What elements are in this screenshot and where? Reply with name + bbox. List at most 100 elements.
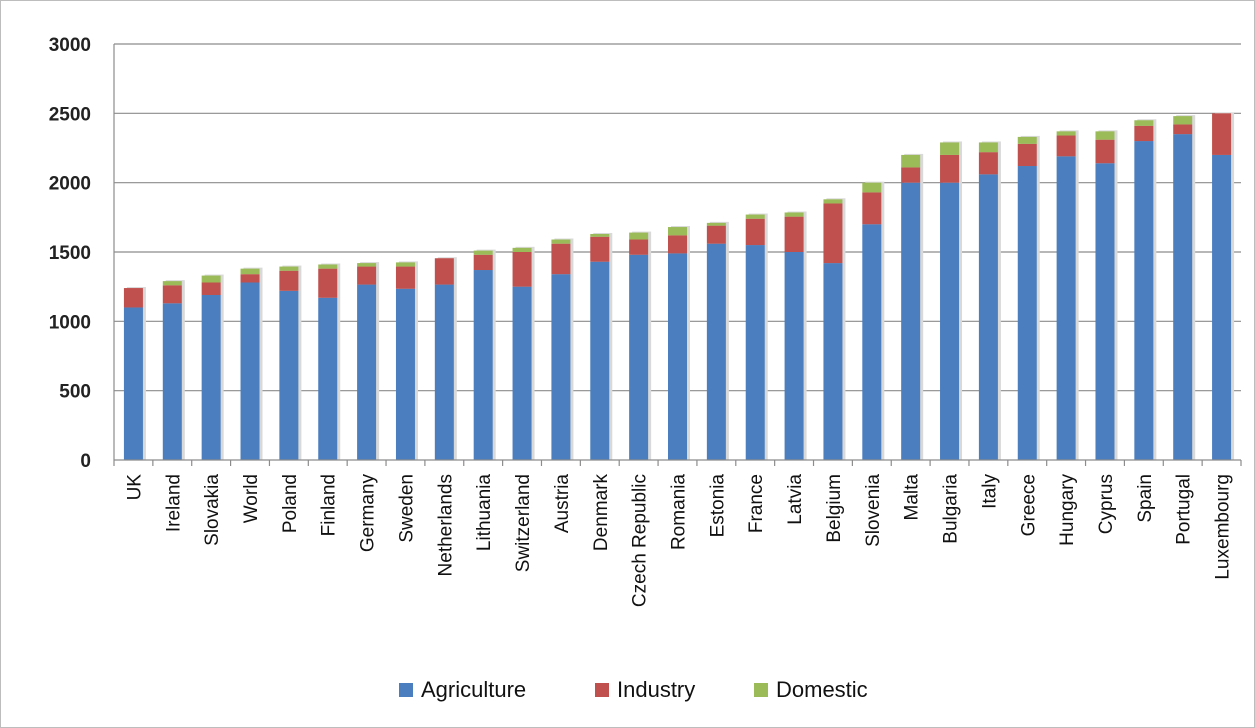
- legend-swatch: [754, 683, 768, 697]
- bar-segment-industry: [706, 225, 726, 244]
- bar-segment-agriculture: [162, 303, 182, 460]
- bar-segment-domestic: [823, 199, 843, 204]
- bar-segment-agriculture: [862, 224, 882, 460]
- x-category-label: Austria: [552, 474, 573, 534]
- bar-segment-domestic: [629, 232, 649, 240]
- legend-item-industry: Industry: [595, 677, 695, 702]
- bar-segment-domestic: [1017, 136, 1037, 144]
- bar-segment-agriculture: [978, 174, 998, 460]
- x-category-label: Slovakia: [202, 474, 223, 546]
- legend-swatch: [595, 683, 609, 697]
- bar-segment-industry: [1173, 124, 1193, 135]
- x-category-label: Switzerland: [513, 474, 534, 572]
- legend-item-agriculture: Agriculture: [399, 677, 526, 702]
- x-category-label: Hungary: [1057, 474, 1078, 546]
- bar-segment-industry: [629, 239, 649, 255]
- bar-segment-domestic: [590, 233, 610, 237]
- bar-segment-domestic: [240, 268, 260, 275]
- bars: [123, 112, 1235, 461]
- bar-segment-industry: [668, 235, 687, 254]
- bar-segment-agriculture: [551, 274, 571, 460]
- y-tick-label: 1000: [49, 312, 91, 333]
- bar-segment-industry: [318, 268, 338, 298]
- bar-segment-domestic: [279, 266, 299, 271]
- bar-segment-agriculture: [1173, 134, 1193, 460]
- x-category-label: Poland: [280, 474, 301, 533]
- bar-segment-domestic: [745, 214, 765, 219]
- bar-segment-agriculture: [1017, 166, 1037, 460]
- bar-segment-domestic: [1095, 131, 1115, 140]
- bar-segment-industry: [940, 154, 960, 183]
- x-category-label: Belgium: [824, 474, 845, 543]
- bar-segment-industry: [240, 274, 260, 283]
- x-category-label: Sweden: [396, 474, 417, 543]
- legend-label: Domestic: [776, 677, 868, 702]
- y-tick-label: 1500: [49, 243, 91, 264]
- bar-segment-agriculture: [395, 288, 415, 460]
- bar-segment-domestic: [473, 250, 493, 255]
- bar-segment-industry: [745, 218, 765, 246]
- bar-segment-industry: [162, 285, 182, 304]
- x-category-label: Latvia: [785, 474, 806, 525]
- x-category-label: Ireland: [163, 474, 184, 532]
- bar-segment-domestic: [1173, 116, 1193, 125]
- bar-segment-domestic: [1056, 131, 1076, 136]
- x-category-label: Denmark: [591, 474, 612, 552]
- bar-segment-industry: [279, 270, 299, 291]
- x-category-label: Luxembourg: [1213, 474, 1234, 580]
- x-category-label: Portugal: [1174, 474, 1195, 545]
- bar-segment-agriculture: [590, 261, 610, 460]
- bar-segment-agriculture: [1056, 156, 1076, 460]
- x-category-label: Estonia: [707, 474, 728, 538]
- bar-segment-industry: [1095, 139, 1115, 164]
- bar-segment-domestic: [512, 247, 532, 252]
- bar-segment-agriculture: [668, 253, 687, 460]
- bar-segment-agriculture: [784, 252, 804, 460]
- x-category-label: Netherlands: [435, 474, 456, 576]
- x-category-label: Slovenia: [863, 474, 884, 547]
- x-category-label: Germany: [358, 474, 379, 553]
- bar-segment-industry: [123, 288, 143, 308]
- legend: Agriculture Industry Domestic: [399, 677, 868, 702]
- bar-segment-domestic: [318, 264, 338, 269]
- bar-segment-agriculture: [629, 254, 649, 460]
- bar-segment-domestic: [901, 154, 921, 168]
- x-category-label: Bulgaria: [941, 474, 962, 544]
- bar-segment-agriculture: [473, 270, 493, 460]
- bar-segment-domestic: [784, 212, 804, 217]
- x-category-label: France: [746, 474, 767, 533]
- x-category-label: Spain: [1135, 474, 1156, 523]
- bar-segment-agriculture: [279, 290, 299, 460]
- x-category-label: World: [241, 474, 262, 523]
- bar-segment-industry: [1212, 113, 1232, 155]
- bar-segment-domestic: [862, 182, 882, 193]
- y-tick-label: 2500: [49, 104, 91, 125]
- x-category-label: Lithuania: [474, 474, 495, 552]
- bar-segment-agriculture: [1095, 163, 1115, 460]
- legend-label: Industry: [617, 677, 695, 702]
- x-category-label: Finland: [319, 474, 340, 536]
- bar-segment-agriculture: [745, 245, 765, 460]
- x-category-label: UK: [124, 474, 145, 501]
- bar-segment-industry: [901, 167, 921, 183]
- bar-segment-agriculture: [240, 282, 260, 460]
- bar-segment-industry: [1017, 143, 1037, 167]
- bar-segment-agriculture: [940, 182, 960, 460]
- bar-segment-agriculture: [434, 284, 454, 460]
- y-tick-label: 3000: [49, 35, 91, 56]
- bar-segment-domestic: [201, 275, 221, 283]
- bar-segment-agriculture: [201, 294, 221, 460]
- x-category-label: Romania: [669, 474, 690, 550]
- bar-segment-industry: [434, 258, 454, 285]
- bar-segment-agriculture: [901, 182, 921, 460]
- bar-segment-industry: [551, 243, 571, 275]
- bar-segment-agriculture: [823, 263, 843, 460]
- x-category-label: Greece: [1018, 474, 1039, 536]
- bar-segment-industry: [473, 254, 493, 271]
- bar-segment-industry: [1056, 135, 1076, 157]
- bar-segment-domestic: [978, 142, 998, 153]
- y-tick-label: 500: [59, 382, 91, 403]
- bar-segment-agriculture: [1134, 141, 1154, 461]
